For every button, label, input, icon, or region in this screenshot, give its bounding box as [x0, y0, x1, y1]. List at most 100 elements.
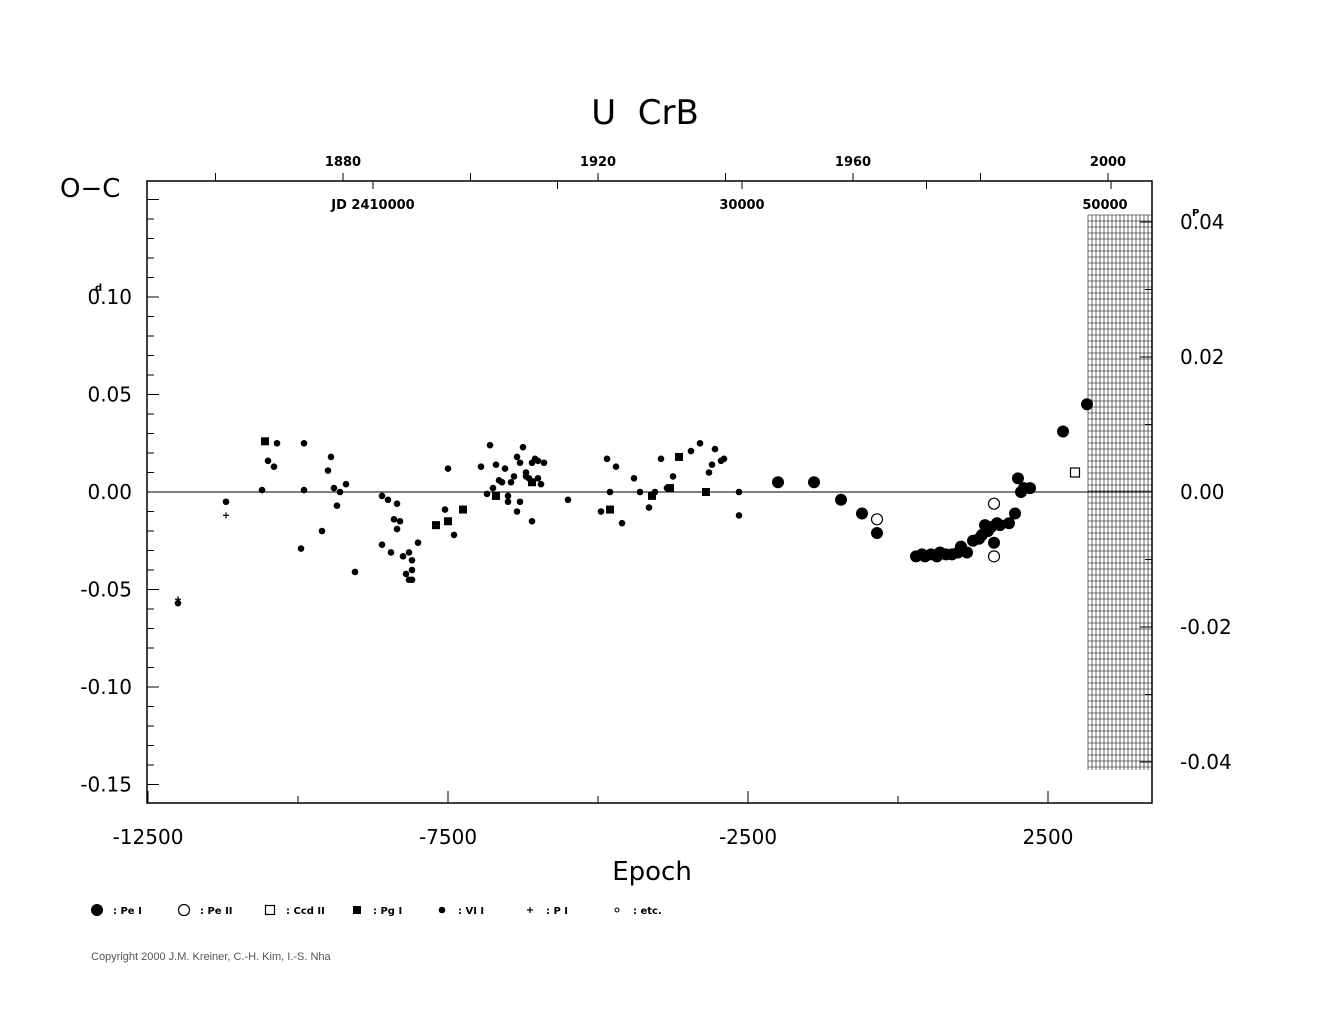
data-point — [835, 493, 847, 506]
x-tick-label: -12500 — [113, 825, 184, 849]
data-point — [513, 453, 521, 461]
y-tick-labels: -0.15 -0.10 -0.05 0.00 0.05 0.10d — [80, 283, 132, 797]
data-point — [1024, 482, 1036, 495]
data-point — [378, 541, 386, 548]
data-point — [1081, 398, 1093, 411]
data-point — [501, 465, 509, 472]
data-point — [516, 498, 524, 506]
data-point — [537, 480, 545, 488]
top-year-label: 2000 — [1090, 155, 1126, 170]
right-tick-label: -0.02 — [1180, 615, 1232, 639]
data-point — [705, 469, 713, 476]
data-point — [618, 519, 626, 527]
data-point — [987, 497, 1001, 510]
data-point — [597, 508, 605, 515]
data-point — [772, 476, 784, 489]
top-jd-label: 50000 — [1082, 198, 1127, 213]
data-point — [384, 496, 392, 504]
data-point — [516, 459, 524, 467]
top-axis-labels: 1880 1920 1960 2000 JD 2410000 30000 50000 — [325, 155, 1128, 213]
data-point — [735, 512, 743, 519]
data-point — [405, 549, 413, 556]
data-point — [261, 437, 269, 446]
legend-marker — [353, 906, 361, 914]
legend-marker — [177, 903, 191, 917]
top-jd-label: 30000 — [719, 198, 764, 213]
data-point — [708, 461, 716, 469]
data-point — [300, 439, 308, 447]
data-point — [651, 488, 659, 496]
y-axis-label: O−C — [60, 174, 120, 204]
data-point — [450, 531, 458, 539]
data-point — [324, 467, 332, 474]
data-point — [630, 475, 638, 482]
data-point — [987, 550, 1001, 563]
data-point — [534, 457, 542, 465]
data-point — [1057, 425, 1069, 438]
data-point — [507, 478, 515, 486]
data-point — [396, 517, 404, 525]
x-tick-labels: -12500 -7500 -2500 2500 — [113, 825, 1074, 849]
data-point — [333, 502, 341, 509]
data-point — [444, 517, 452, 526]
data-point — [702, 488, 710, 496]
x-tick-label: -2500 — [719, 825, 777, 849]
data-point — [871, 526, 883, 539]
data-point — [994, 519, 1006, 532]
data-point — [1009, 507, 1021, 520]
data-point — [264, 457, 272, 465]
data-point — [1003, 517, 1015, 530]
data-point — [808, 476, 820, 489]
data-point — [402, 570, 410, 578]
data-point — [711, 445, 719, 453]
data-point — [636, 488, 644, 496]
data-point — [441, 506, 449, 513]
data-point — [534, 475, 542, 482]
data-point — [174, 599, 182, 607]
y-tick-label: 0.05 — [87, 383, 132, 407]
data-point — [519, 443, 527, 451]
data-point — [408, 566, 416, 574]
data-point — [540, 459, 548, 467]
data-point — [564, 496, 572, 504]
right-tick-label: 0.04 — [1180, 210, 1225, 234]
data-point — [504, 492, 512, 500]
data-point — [657, 455, 665, 463]
hatched-band — [1087, 214, 1153, 770]
chart-title: U CrB — [591, 93, 699, 133]
axis-ticks — [147, 173, 1152, 803]
data-point — [399, 553, 407, 560]
data-point — [687, 447, 695, 455]
top-year-label: 1880 — [325, 155, 361, 170]
data-point — [342, 480, 350, 488]
data-point — [675, 452, 683, 461]
y-tick-label: 0.00 — [87, 480, 132, 504]
legend-label: : Pe II — [200, 906, 233, 917]
legend-marker — [614, 907, 620, 913]
data-point — [387, 549, 395, 556]
legend-marker — [264, 904, 276, 916]
data-point — [393, 500, 401, 508]
x-tick-label: 2500 — [1023, 825, 1074, 849]
legend-marker — [527, 907, 533, 913]
top-jd-label: JD 2410000 — [330, 198, 414, 213]
data-point — [870, 513, 884, 526]
data-point — [393, 525, 401, 533]
data-point — [988, 536, 1000, 549]
y-unit-mark: d — [95, 283, 102, 294]
x-tick-label: -7500 — [419, 825, 477, 849]
legend: : Pe I: Pe II: Ccd II: Pg I: VI I: P I: … — [91, 903, 662, 917]
y-tick-label: -0.10 — [80, 675, 132, 699]
data-point — [408, 576, 416, 584]
data-point — [612, 463, 620, 470]
data-point — [297, 545, 305, 552]
copyright: Copyright 2000 J.M. Kreiner, C.-H. Kim, … — [91, 951, 332, 963]
data-point — [606, 488, 614, 496]
data-point — [696, 439, 704, 447]
data-point — [856, 507, 868, 520]
legend-marker — [91, 904, 103, 916]
data-point — [510, 473, 518, 480]
top-year-label: 1920 — [580, 155, 616, 170]
data-point — [961, 546, 973, 559]
